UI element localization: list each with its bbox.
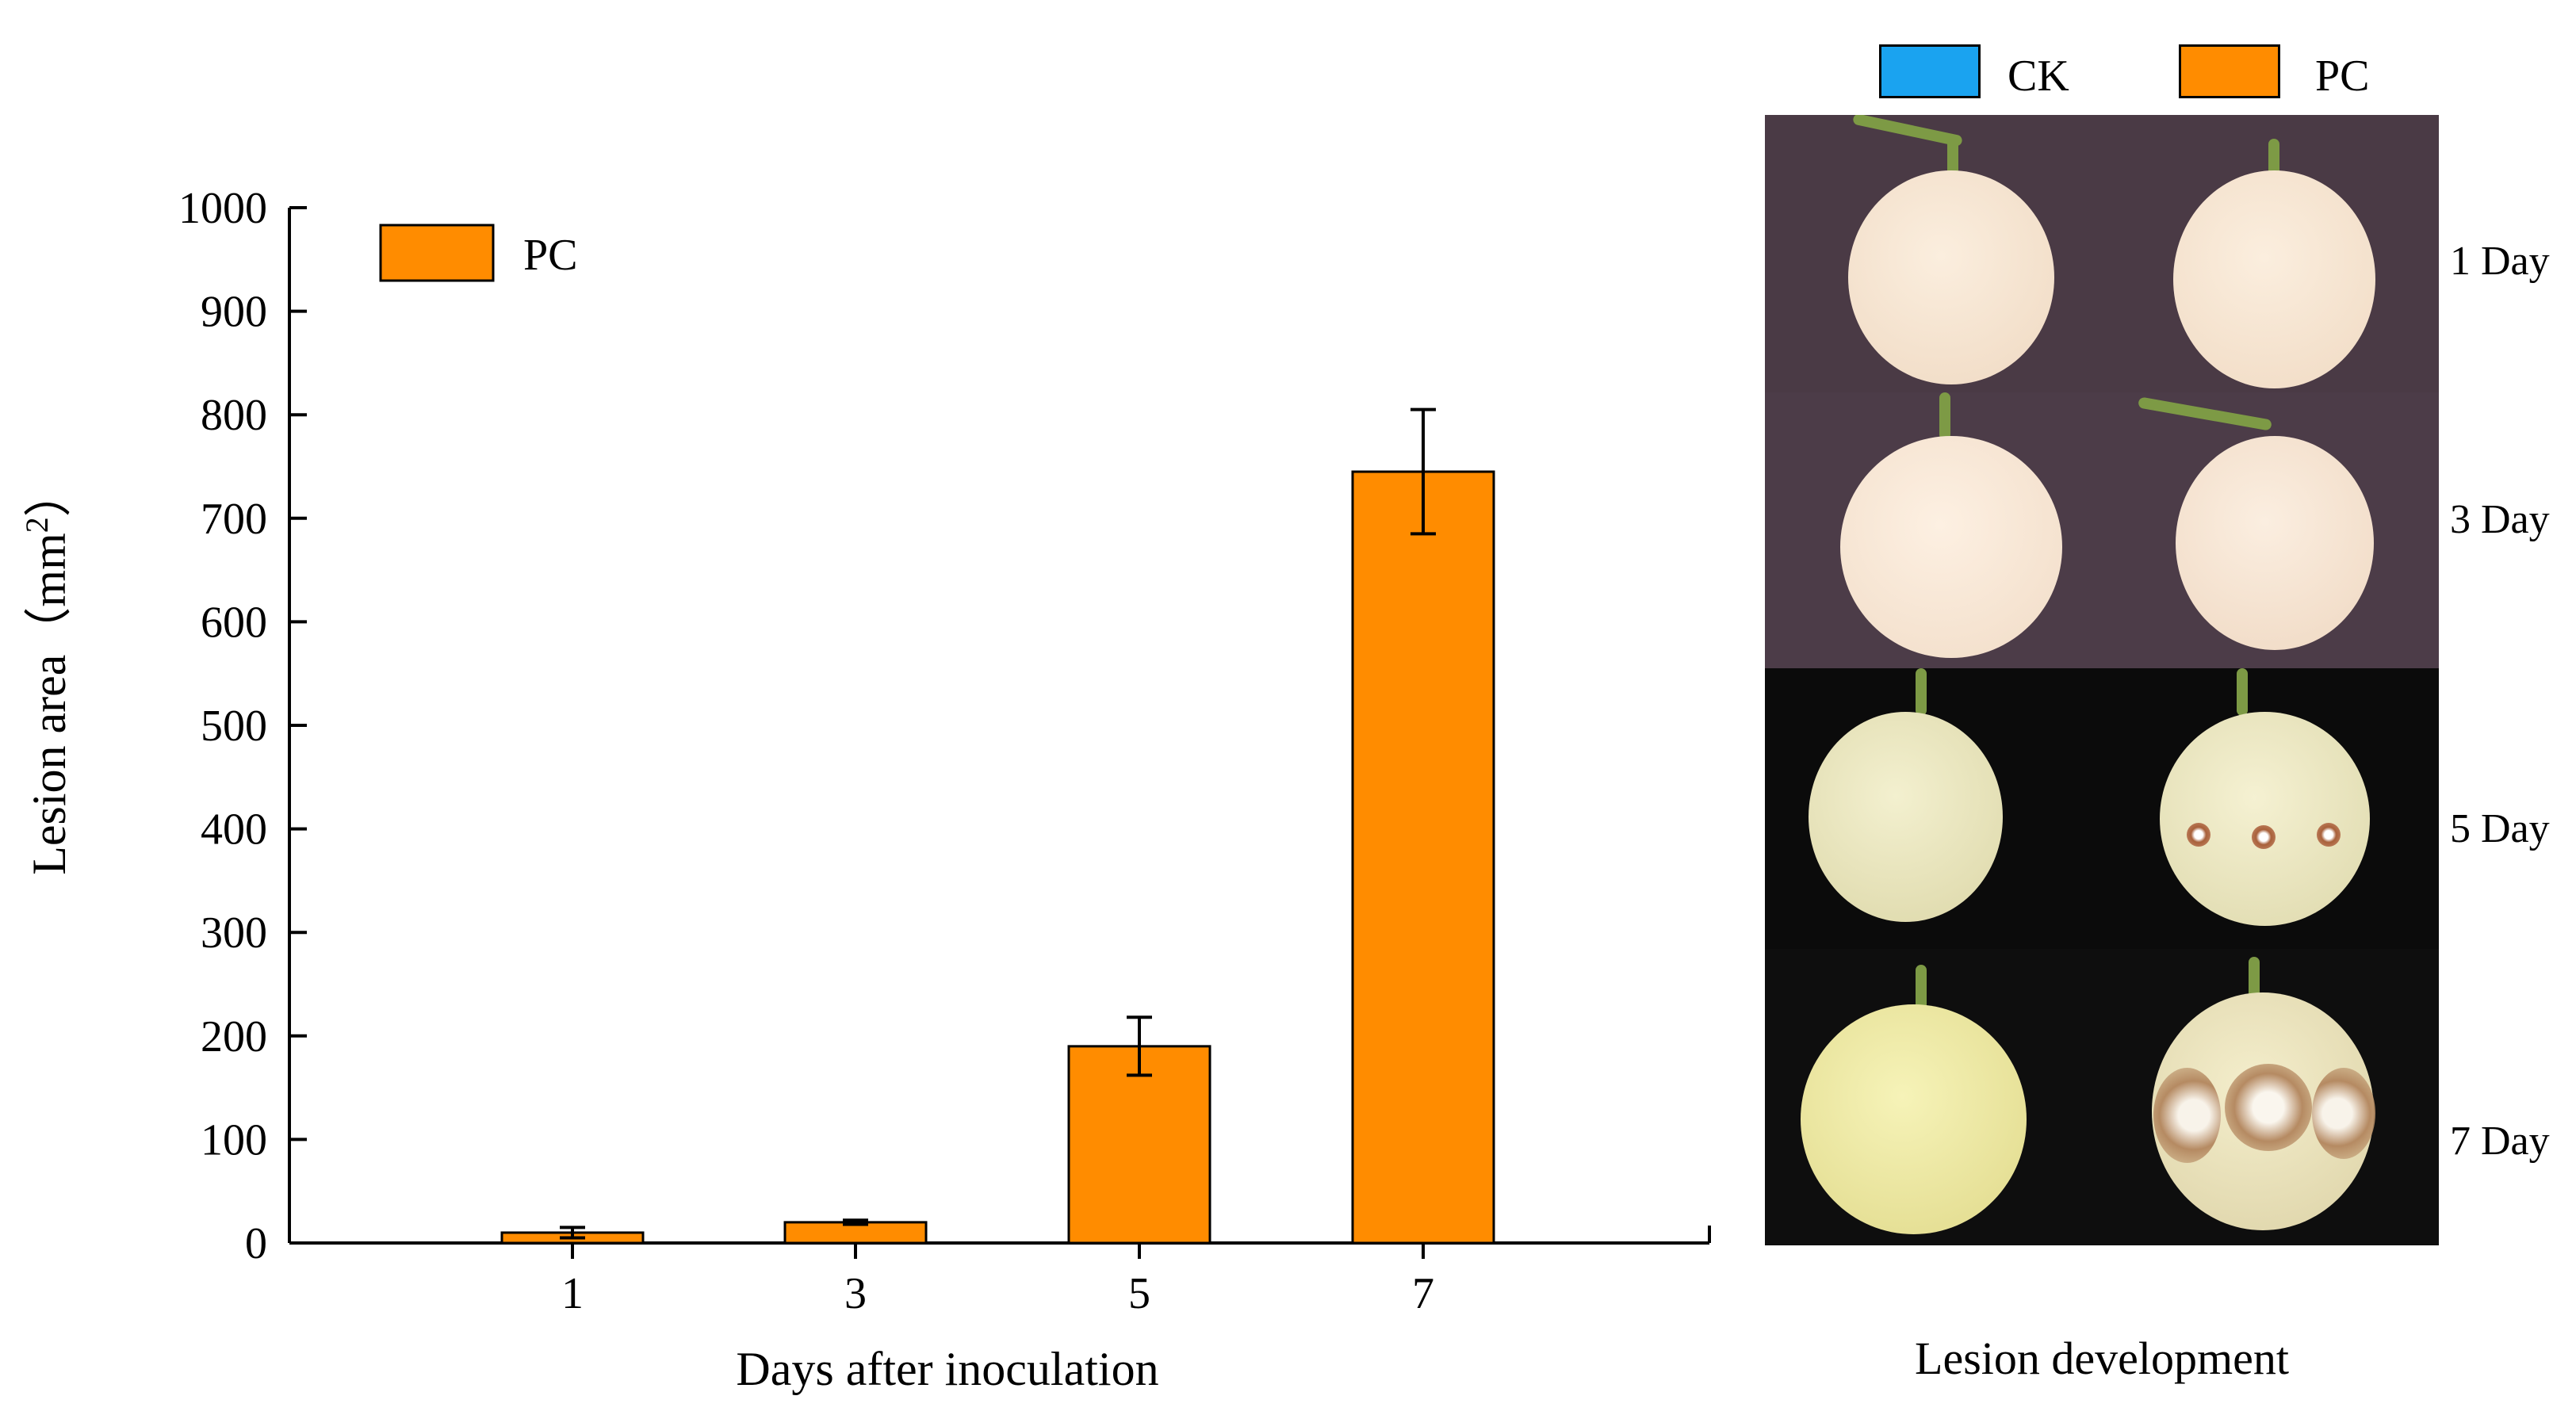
axes: 0 100 200 300 400 500 600 700 800 900 1000 1 3 5 7 bbox=[178, 184, 1711, 1318]
x-tick-label-7: 7 bbox=[1412, 1269, 1434, 1318]
photo-row-day1 bbox=[1765, 115, 2439, 392]
photo-row-day3 bbox=[1765, 392, 2439, 668]
bars bbox=[500, 407, 1495, 1245]
pc-fruit-day1 bbox=[2173, 170, 2375, 388]
y-tick-label: 1000 bbox=[178, 184, 267, 233]
ck-fruit-day3 bbox=[1840, 436, 2062, 658]
y-tick-label: 800 bbox=[201, 391, 267, 440]
photo-row-day5 bbox=[1765, 668, 2439, 949]
y-tick-label: 400 bbox=[201, 805, 267, 855]
legend-label-ck: CK bbox=[2008, 52, 2069, 101]
y-tick-label: 300 bbox=[201, 908, 267, 958]
ck-fruit-day5 bbox=[1809, 712, 2003, 922]
legend-swatch-ck bbox=[1879, 44, 1981, 98]
x-tick-label-5: 5 bbox=[1128, 1269, 1150, 1318]
panel-caption: Lesion development bbox=[1915, 1333, 2289, 1384]
legend-swatch-pc bbox=[379, 224, 495, 282]
x-axis-title: Days after inoculation bbox=[736, 1343, 1158, 1395]
x-tick-label-1: 1 bbox=[561, 1269, 584, 1318]
y-tick-label: 600 bbox=[201, 598, 267, 647]
legend-label-pc: PC bbox=[523, 231, 578, 280]
row-label-day1: 1 Day bbox=[2450, 239, 2550, 284]
y-tick-label: 200 bbox=[201, 1012, 267, 1061]
bar-7 bbox=[1351, 470, 1495, 1245]
row-label-day7: 7 Day bbox=[2450, 1119, 2550, 1164]
pc-fruit-day5 bbox=[2160, 712, 2370, 926]
photo-row-day7 bbox=[1765, 949, 2439, 1245]
bar-5 bbox=[1067, 1045, 1211, 1245]
row-label-day3: 3 Day bbox=[2450, 497, 2550, 542]
y-tick-label: 900 bbox=[201, 288, 267, 337]
pc-fruit-day3 bbox=[2176, 436, 2374, 650]
ck-fruit-day7 bbox=[1801, 1004, 2027, 1234]
y-tick-label: 0 bbox=[245, 1219, 267, 1268]
y-tick-label: 700 bbox=[201, 495, 267, 544]
legend-swatch-pc bbox=[2179, 44, 2280, 98]
y-tick-label: 100 bbox=[201, 1115, 267, 1165]
legend-label-pc-panel: PC bbox=[2315, 52, 2370, 101]
x-tick-label-3: 3 bbox=[844, 1269, 867, 1318]
y-axis-title: Lesion area（mm2） bbox=[19, 469, 76, 875]
row-label-day5: 5 Day bbox=[2450, 806, 2550, 851]
fruit-photo-panel bbox=[1765, 115, 2439, 1245]
chart-legend: PC bbox=[379, 224, 578, 282]
ck-fruit-day1 bbox=[1848, 170, 2054, 384]
y-tick-label: 500 bbox=[201, 702, 267, 751]
